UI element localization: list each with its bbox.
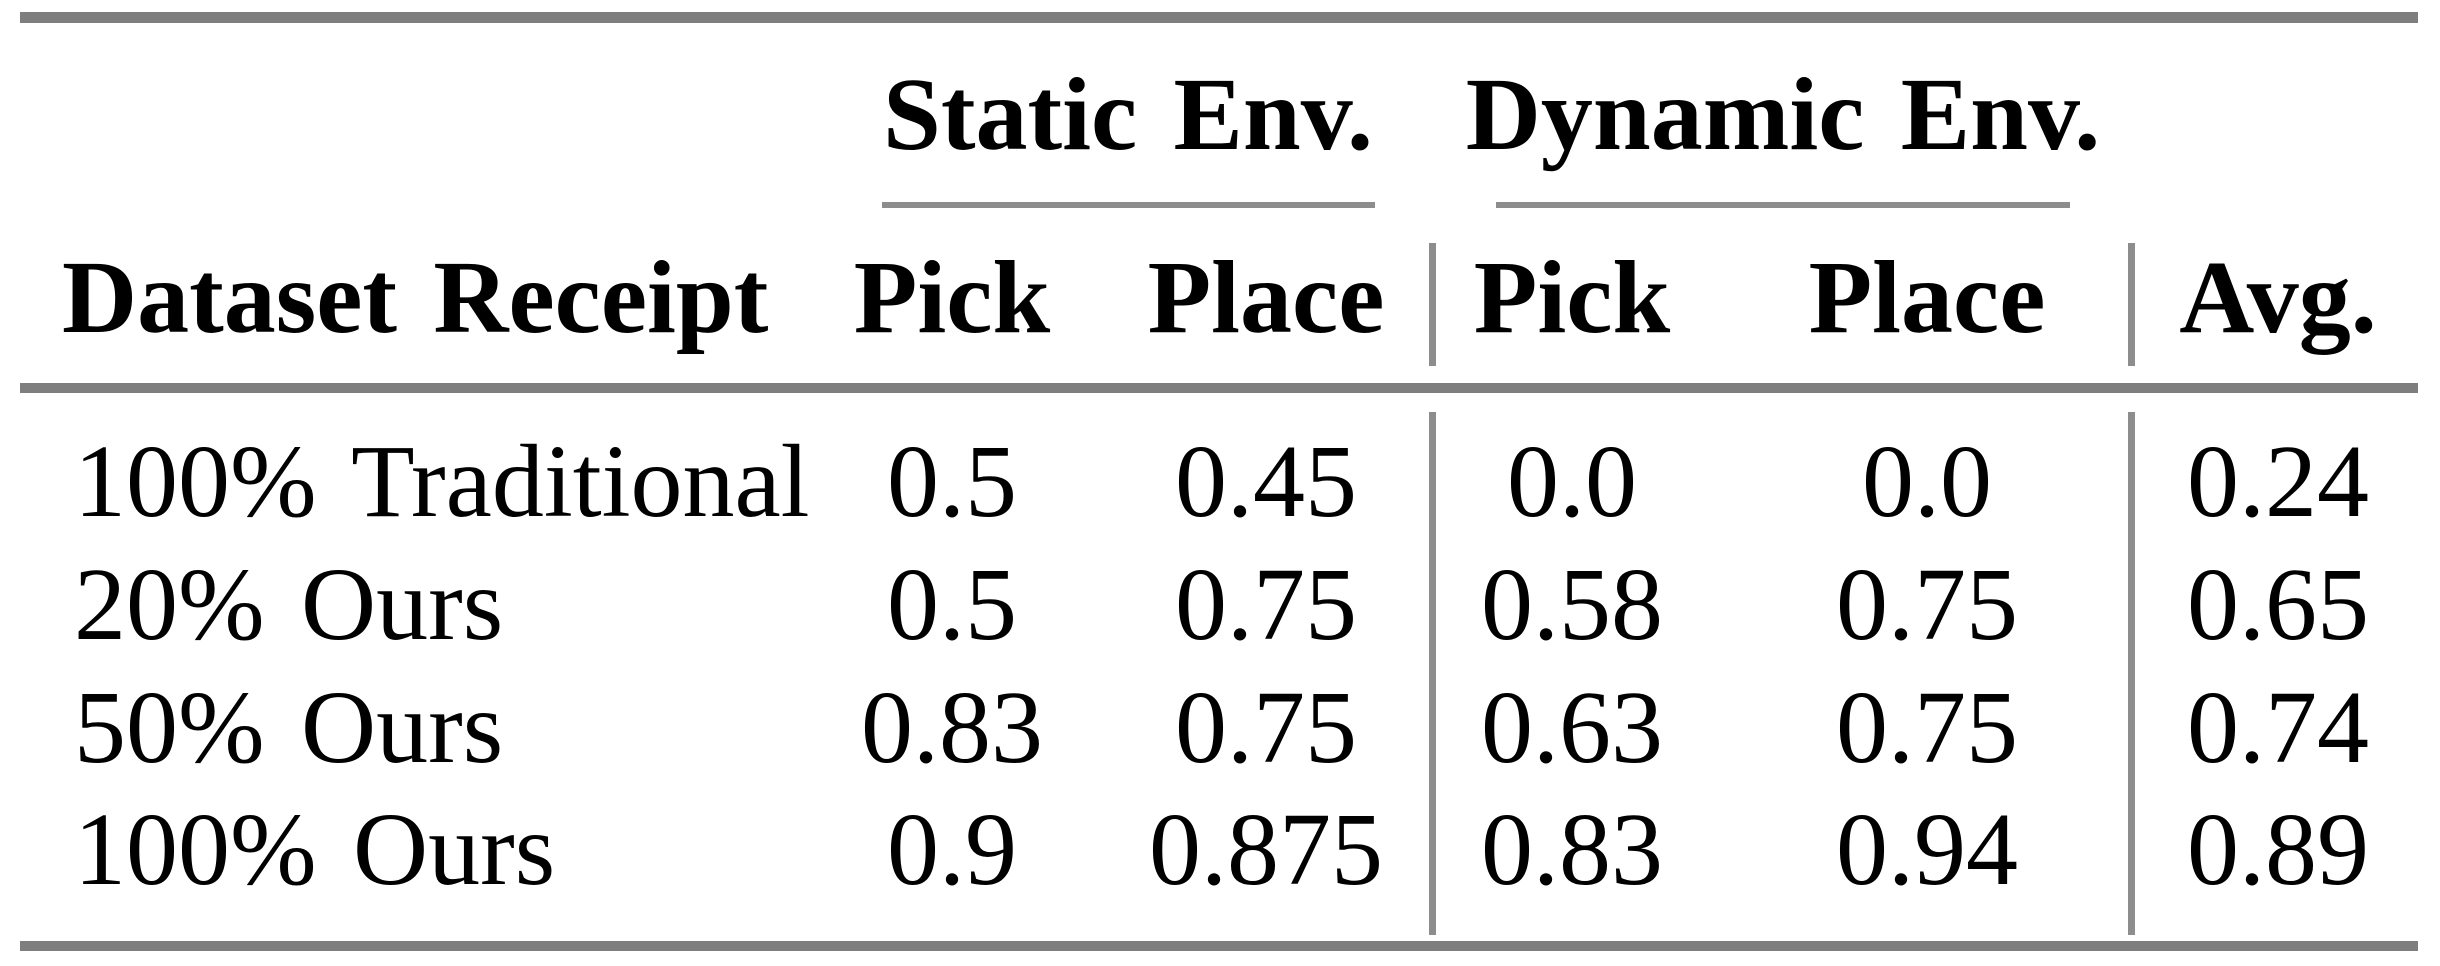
column-header-dynamic-pick: Pick xyxy=(1473,240,1671,355)
cell-static-pick: 0.5 xyxy=(887,547,1017,662)
cell-dynamic-pick: 0.58 xyxy=(1481,547,1663,662)
cell-avg: 0.65 xyxy=(2187,547,2369,662)
cell-dynamic-pick: 0.0 xyxy=(1507,424,1637,539)
divider-place-avg-header xyxy=(2128,243,2135,366)
cell-dynamic-place: 0.94 xyxy=(1836,792,2018,907)
group-header-dynamic-env: Dynamic Env. xyxy=(1465,57,2101,172)
static-env-underline xyxy=(882,202,1375,208)
cell-static-place: 0.75 xyxy=(1175,670,1357,785)
table-bottom-rule xyxy=(20,941,2418,951)
cell-static-pick: 0.5 xyxy=(887,424,1017,539)
cell-static-place: 0.75 xyxy=(1175,547,1357,662)
cell-dynamic-pick: 0.63 xyxy=(1481,670,1663,785)
cell-static-pick: 0.9 xyxy=(887,792,1017,907)
column-header-avg: Avg. xyxy=(2179,240,2377,355)
column-header-static-pick: Pick xyxy=(853,240,1051,355)
cell-avg: 0.24 xyxy=(2187,424,2369,539)
cell-avg: 0.89 xyxy=(2187,792,2369,907)
cell-dynamic-place: 0.0 xyxy=(1862,424,1992,539)
row-label: 100% Ours xyxy=(74,792,556,907)
cell-static-place: 0.45 xyxy=(1175,424,1357,539)
row-label: 20% Ours xyxy=(74,547,504,662)
divider-static-dynamic-header xyxy=(1429,243,1436,366)
cell-static-place: 0.875 xyxy=(1149,792,1383,907)
cell-dynamic-pick: 0.83 xyxy=(1481,792,1663,907)
column-header-dynamic-place: Place xyxy=(1808,240,2046,355)
column-header-static-place: Place xyxy=(1147,240,1385,355)
row-label: 50% Ours xyxy=(74,670,504,785)
table-top-rule xyxy=(20,12,2418,23)
dynamic-env-underline xyxy=(1496,202,2070,208)
cell-dynamic-place: 0.75 xyxy=(1836,670,2018,785)
row-label: 100% Traditional xyxy=(74,424,810,539)
cell-dynamic-place: 0.75 xyxy=(1836,547,2018,662)
column-header-dataset-receipt: Dataset Receipt xyxy=(62,240,769,355)
cell-static-pick: 0.83 xyxy=(861,670,1043,785)
divider-static-dynamic-body xyxy=(1429,412,1436,935)
cell-avg: 0.74 xyxy=(2187,670,2369,785)
group-header-static-env: Static Env. xyxy=(882,57,1374,172)
table-header-rule xyxy=(20,383,2418,393)
divider-place-avg-body xyxy=(2128,412,2135,935)
